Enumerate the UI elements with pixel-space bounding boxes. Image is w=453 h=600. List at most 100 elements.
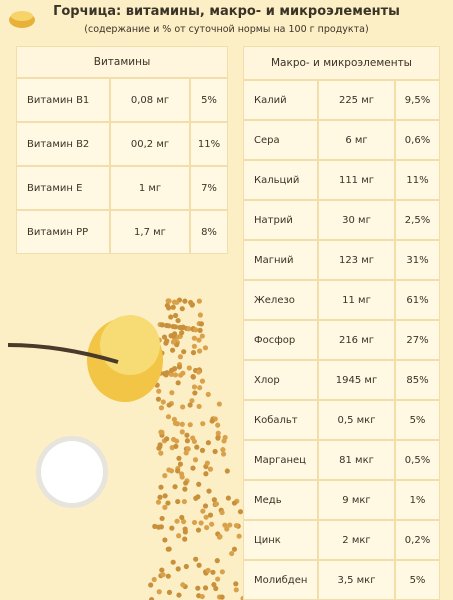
seed <box>196 403 202 410</box>
seed <box>220 451 227 457</box>
seed <box>233 587 239 593</box>
seed <box>176 455 182 461</box>
seed <box>236 533 242 539</box>
bowl-icon-top <box>11 11 33 21</box>
seed <box>225 495 231 501</box>
seed <box>197 312 203 318</box>
seed <box>215 576 221 582</box>
seed <box>173 443 179 449</box>
row-name: Витамин В2 <box>16 122 110 166</box>
seed <box>182 526 188 532</box>
seed <box>168 314 174 320</box>
seed <box>175 566 181 572</box>
seed <box>182 298 188 304</box>
seed <box>148 582 154 588</box>
seed <box>183 450 189 456</box>
seed <box>200 508 206 514</box>
row-percent: 11% <box>190 122 228 166</box>
row-amount: 2 мкг <box>318 520 395 560</box>
row-name: Калий <box>243 80 318 120</box>
seed <box>175 380 181 386</box>
seed <box>191 519 198 526</box>
seed <box>179 429 185 435</box>
seed <box>215 430 221 436</box>
row-name: Марганец <box>243 440 318 480</box>
row-percent: 7% <box>190 166 228 210</box>
seed <box>205 391 211 397</box>
seed <box>229 550 235 557</box>
seed <box>197 385 203 391</box>
seed <box>162 473 168 479</box>
row-name: Сера <box>243 120 318 160</box>
seed <box>231 546 238 552</box>
seed <box>180 519 187 525</box>
seed <box>202 585 209 591</box>
seed <box>159 515 165 522</box>
row-name: Кальций <box>243 160 318 200</box>
seed <box>187 402 193 408</box>
seed <box>169 390 175 396</box>
seed <box>168 367 175 373</box>
seed <box>220 447 226 453</box>
seed <box>162 493 168 499</box>
row-amount: 11 мг <box>318 280 395 320</box>
row-percent: 5% <box>395 560 440 600</box>
seed <box>181 498 187 505</box>
row-amount: 9 мкг <box>318 480 395 520</box>
row-name: Хлор <box>243 360 318 400</box>
row-amount: 1,7 мг <box>110 210 190 254</box>
seed <box>195 494 201 500</box>
subtitle: (содержание и % от суточной нормы на 100… <box>84 24 369 35</box>
seed <box>227 522 233 528</box>
row-percent: 11% <box>395 160 440 200</box>
seed <box>152 523 158 529</box>
row-amount: 0,5 мкг <box>318 400 395 440</box>
seed <box>237 509 244 515</box>
seed <box>172 372 179 378</box>
seed <box>197 327 203 333</box>
seed <box>169 525 175 531</box>
seed <box>168 371 174 378</box>
seed <box>224 526 230 532</box>
seed <box>192 327 199 333</box>
seed <box>166 298 172 304</box>
seed <box>219 594 225 600</box>
seed <box>202 503 209 509</box>
row-amount: 1 мг <box>110 166 190 210</box>
seed <box>196 562 202 568</box>
row-amount: 81 мкг <box>318 440 395 480</box>
seed <box>190 374 196 380</box>
seed <box>176 592 182 598</box>
seed <box>203 471 209 477</box>
row-amount: 225 мг <box>318 80 395 120</box>
row-percent: 0,2% <box>395 520 440 560</box>
seed <box>179 514 185 521</box>
seed <box>162 537 168 543</box>
seed <box>148 596 155 600</box>
seed <box>191 438 197 445</box>
seed <box>196 481 202 487</box>
seed <box>179 306 185 312</box>
seed <box>166 323 172 329</box>
row-amount: 0,08 мг <box>110 78 190 122</box>
seed <box>159 322 165 328</box>
seed <box>202 345 209 351</box>
seed <box>161 334 168 340</box>
seed <box>197 348 203 354</box>
seed <box>198 321 205 327</box>
seed <box>199 378 206 384</box>
seed <box>169 347 176 353</box>
seed <box>156 388 162 394</box>
seed <box>151 576 157 583</box>
seed <box>185 446 191 452</box>
seed <box>204 460 210 466</box>
seed <box>163 340 169 346</box>
row-percent: 27% <box>395 320 440 360</box>
seed <box>155 396 162 402</box>
seed <box>191 343 197 349</box>
row-name: Витамин РР <box>16 210 110 254</box>
seed <box>207 466 214 472</box>
row-amount: 3,5 мкг <box>318 560 395 600</box>
seed <box>211 582 217 588</box>
